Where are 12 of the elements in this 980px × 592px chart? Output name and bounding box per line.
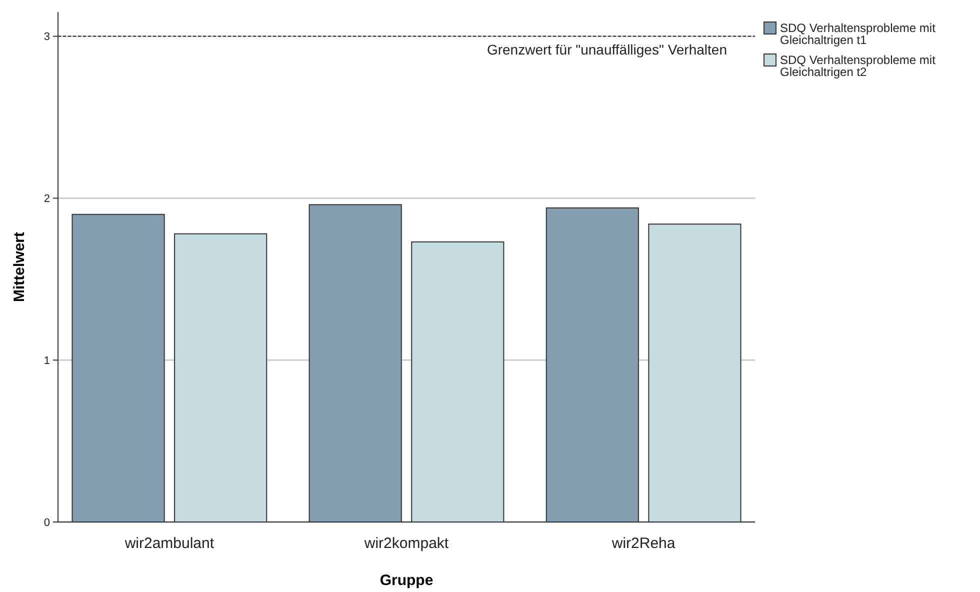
- y-tick-label: 3: [44, 31, 50, 44]
- y-tick-label: 2: [44, 193, 50, 206]
- y-tick-label: 0: [44, 516, 50, 529]
- legend-label: SDQ Verhaltensprobleme mit Gleichaltrigen t1: [780, 21, 936, 47]
- x-axis-title: Gruppe: [380, 572, 434, 589]
- x-tick-label: wir2Reha: [610, 535, 676, 552]
- legend-label: SDQ Verhaltensprobleme mit Gleichaltrigen t2: [780, 53, 936, 79]
- x-tick-label: wir2kompakt: [363, 535, 450, 552]
- ref-line-label: Grenzwert für "unauffälliges" Verhalten: [486, 41, 727, 58]
- y-tick-label: 1: [44, 354, 50, 367]
- x-tick-label: wir2ambulant: [124, 535, 215, 552]
- y-axis-title: Mittelwert: [11, 232, 28, 302]
